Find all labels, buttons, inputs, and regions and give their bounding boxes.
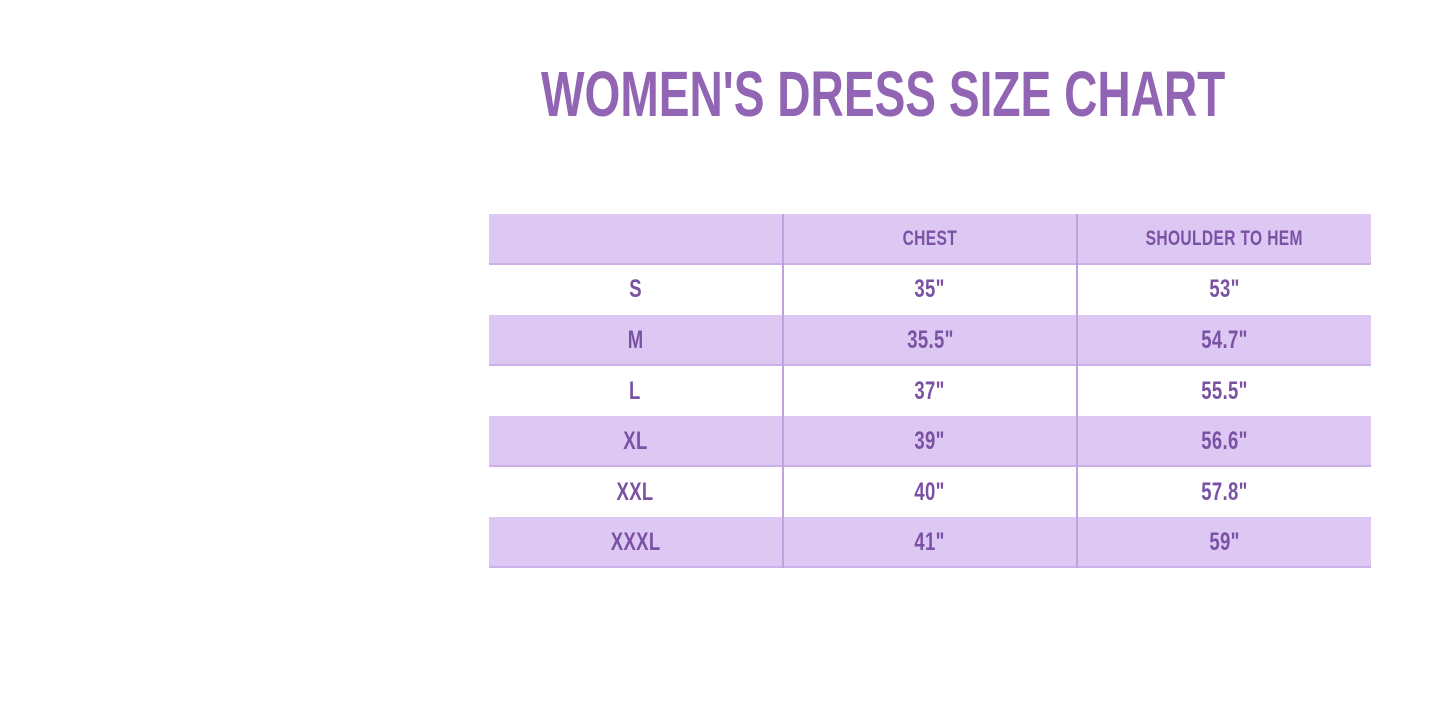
cell-shoulder-to-hem: 55.5" <box>1076 365 1371 417</box>
cell-size: L <box>489 366 782 417</box>
chest-value: 40" <box>914 477 946 506</box>
shoulder-to-hem-value: 59" <box>1209 528 1240 557</box>
cell-shoulder-to-hem: 56.6" <box>1076 416 1371 467</box>
cell-chest: 37" <box>781 365 1077 417</box>
cell-size: XL <box>489 416 782 467</box>
table-row-xxxl: XXXL 41" 59" <box>489 517 1371 569</box>
shoulder-to-hem-value: 53" <box>1209 275 1240 304</box>
table-row-s: S 35" 53" <box>489 264 1371 316</box>
size-label: XL <box>623 427 648 456</box>
cell-chest: 40" <box>781 466 1077 518</box>
cell-shoulder-to-hem: 53" <box>1076 264 1371 316</box>
header-cell-size <box>489 214 782 265</box>
cell-chest: 41" <box>781 517 1077 569</box>
header-cell-chest: CHEST <box>781 214 1077 265</box>
chest-value: 35" <box>914 275 946 304</box>
table-row-m: M 35.5" 54.7" <box>489 315 1371 366</box>
chest-value: 35.5" <box>906 325 954 354</box>
cell-size: XXXL <box>489 517 782 568</box>
size-label: S <box>628 275 642 304</box>
table-row-xxl: XXL 40" 57.8" <box>489 466 1371 518</box>
chest-value: 41" <box>914 528 946 557</box>
chest-value: 39" <box>914 427 946 456</box>
size-chart-table: CHEST SHOULDER TO HEM S 35" 53" M 35.5" … <box>489 214 1371 569</box>
size-label: XXXL <box>610 528 661 557</box>
cell-shoulder-to-hem: 57.8" <box>1076 466 1371 518</box>
cell-size: XXL <box>489 467 782 518</box>
shoulder-to-hem-value: 56.6" <box>1201 427 1248 456</box>
header-label-chest: CHEST <box>902 227 958 251</box>
size-label: L <box>629 376 642 405</box>
chest-value: 37" <box>914 376 946 405</box>
header-label-shoulder-to-hem: SHOULDER TO HEM <box>1146 227 1304 251</box>
cell-shoulder-to-hem: 54.7" <box>1076 315 1371 366</box>
table-row-xl: XL 39" 56.6" <box>489 416 1371 467</box>
size-label: XXL <box>616 477 654 506</box>
page-title: WOMEN'S DRESS SIZE CHART <box>541 58 1226 130</box>
cell-chest: 35.5" <box>781 315 1077 366</box>
cell-size: S <box>489 265 782 316</box>
shoulder-to-hem-value: 57.8" <box>1201 477 1248 506</box>
cell-chest: 39" <box>781 416 1077 467</box>
cell-shoulder-to-hem: 59" <box>1076 517 1371 569</box>
size-label: M <box>627 325 644 354</box>
table-row-l: L 37" 55.5" <box>489 365 1371 417</box>
cell-size: M <box>489 315 782 366</box>
shoulder-to-hem-value: 54.7" <box>1201 325 1248 354</box>
cell-chest: 35" <box>781 264 1077 316</box>
table-header-row: CHEST SHOULDER TO HEM <box>489 214 1371 265</box>
header-cell-shoulder-to-hem: SHOULDER TO HEM <box>1076 214 1371 265</box>
title-bar: WOMEN'S DRESS SIZE CHART <box>0 56 1445 132</box>
shoulder-to-hem-value: 55.5" <box>1201 376 1248 405</box>
